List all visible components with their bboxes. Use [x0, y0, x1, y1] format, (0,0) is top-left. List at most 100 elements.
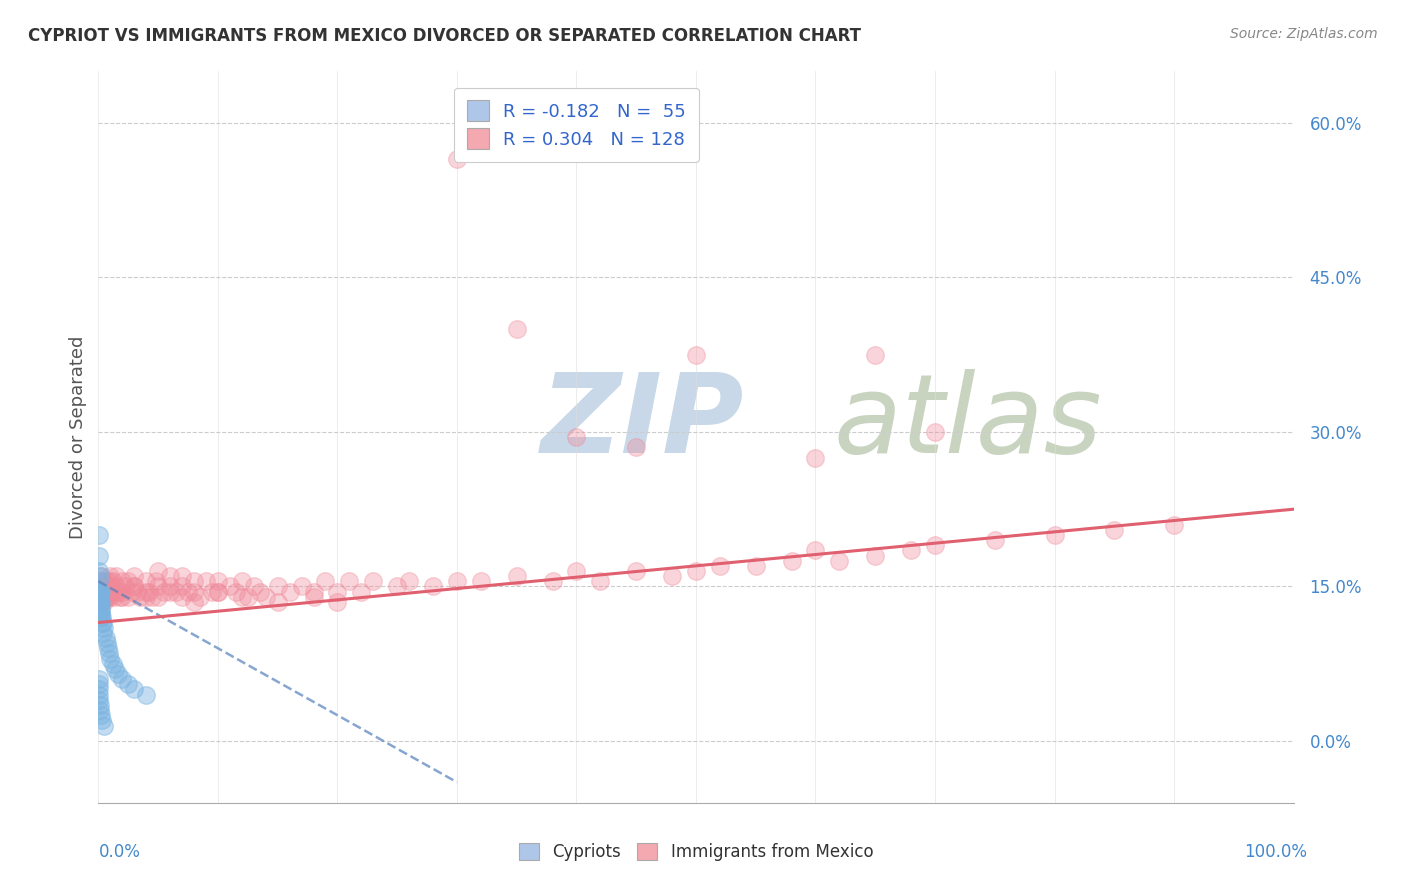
Point	[422, 579, 444, 593]
Point	[315, 574, 337, 589]
Point	[231, 574, 253, 589]
Point	[90, 590, 112, 604]
Point	[363, 574, 385, 589]
Point	[141, 590, 163, 604]
Point	[90, 708, 112, 723]
Point	[91, 584, 114, 599]
Point	[89, 605, 111, 619]
Point	[104, 662, 127, 676]
Point	[565, 430, 588, 444]
Point	[1163, 517, 1185, 532]
Point	[101, 574, 124, 589]
Point	[924, 425, 946, 439]
Point	[91, 615, 114, 630]
Point	[225, 584, 247, 599]
Point	[90, 610, 112, 624]
Point	[105, 569, 128, 583]
Point	[900, 543, 922, 558]
Point	[267, 595, 290, 609]
Point	[159, 584, 181, 599]
Point	[101, 584, 124, 599]
Point	[105, 584, 128, 599]
Point	[506, 322, 529, 336]
Point	[87, 584, 110, 599]
Point	[90, 605, 112, 619]
Point	[148, 579, 170, 593]
Point	[96, 574, 118, 589]
Point	[111, 584, 134, 599]
Point	[98, 651, 122, 665]
Point	[91, 595, 114, 609]
Point	[108, 590, 131, 604]
Point	[135, 590, 157, 604]
Point	[243, 579, 266, 593]
Point	[1104, 523, 1126, 537]
Text: 0.0%: 0.0%	[98, 843, 141, 861]
Point	[302, 584, 325, 599]
Point	[183, 574, 205, 589]
Point	[97, 579, 120, 593]
Point	[201, 584, 224, 599]
Point	[96, 636, 118, 650]
Point	[148, 564, 170, 578]
Point	[1043, 528, 1066, 542]
Legend: Cypriots, Immigrants from Mexico: Cypriots, Immigrants from Mexico	[512, 836, 880, 868]
Point	[89, 595, 111, 609]
Point	[101, 657, 124, 671]
Point	[125, 584, 148, 599]
Point	[177, 584, 200, 599]
Point	[91, 590, 114, 604]
Point	[94, 579, 117, 593]
Point	[626, 441, 648, 455]
Point	[172, 590, 194, 604]
Point	[626, 564, 648, 578]
Point	[96, 584, 118, 599]
Point	[165, 584, 187, 599]
Point	[97, 590, 120, 604]
Point	[90, 584, 112, 599]
Point	[91, 574, 114, 589]
Point	[91, 610, 114, 624]
Point	[291, 579, 314, 593]
Point	[804, 450, 827, 465]
Point	[145, 574, 167, 589]
Point	[249, 584, 271, 599]
Point	[89, 590, 111, 604]
Point	[87, 672, 110, 686]
Point	[207, 584, 229, 599]
Point	[87, 528, 110, 542]
Point	[117, 574, 139, 589]
Point	[98, 647, 121, 661]
Point	[188, 590, 211, 604]
Point	[87, 549, 110, 563]
Point	[89, 584, 111, 599]
Point	[865, 549, 887, 563]
Point	[96, 590, 118, 604]
Point	[89, 590, 111, 604]
Point	[828, 554, 851, 568]
Point	[117, 677, 139, 691]
Point	[89, 600, 111, 615]
Point	[93, 584, 115, 599]
Point	[207, 574, 229, 589]
Point	[89, 693, 111, 707]
Point	[90, 600, 112, 615]
Point	[91, 579, 114, 593]
Point	[302, 590, 325, 604]
Point	[93, 595, 115, 609]
Point	[135, 574, 157, 589]
Point	[148, 590, 170, 604]
Point	[94, 631, 117, 645]
Point	[98, 590, 122, 604]
Point	[745, 558, 768, 573]
Point	[89, 595, 111, 609]
Point	[219, 579, 242, 593]
Point	[236, 590, 259, 604]
Point	[924, 538, 946, 552]
Point	[89, 590, 111, 604]
Point	[89, 600, 111, 615]
Point	[661, 569, 683, 583]
Point	[91, 714, 114, 728]
Point	[685, 564, 707, 578]
Point	[506, 569, 529, 583]
